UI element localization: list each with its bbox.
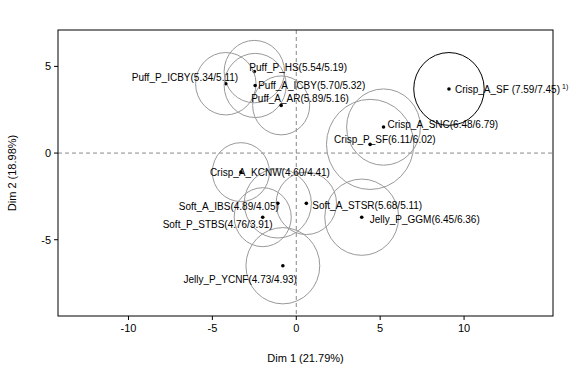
footnote-mark: 1) [562, 83, 568, 91]
x-axis-label: Dim 1 (21.79%) [267, 352, 343, 364]
point-label: Crisp_A_SNC(6.48/6.79) [388, 119, 499, 130]
x-tick-label: 5 [377, 322, 383, 334]
plot-frame [58, 30, 553, 316]
point-label: Jelly_P_GGM(6.45/6.36) [370, 214, 480, 225]
y-tick [54, 66, 58, 67]
chart: -10 -5 0 5 10 -5 0 5 Dim 1 (21.79%) Dim 2 (18.98%… [0, 0, 584, 372]
reference-lines [58, 30, 553, 316]
y-tick [54, 239, 58, 240]
point [360, 215, 364, 219]
point-label: Crisp_A_KCNW(4.60/4.41) [210, 167, 330, 178]
x-tick-label: -5 [207, 322, 217, 334]
y-tick-label: 5 [45, 60, 51, 72]
x-tick-label: 0 [293, 322, 299, 334]
x-tick [380, 316, 381, 320]
confidence-circle [196, 53, 256, 115]
point-label: Crisp_P_SF(6.11/6.02) [334, 134, 436, 145]
x-tick [464, 316, 465, 320]
point [281, 264, 285, 268]
x-tick [212, 316, 213, 320]
point-label: Jelly_P_YCNF(4.73/4.93) [183, 274, 296, 285]
zero-line-y [58, 153, 553, 154]
y-tick [54, 153, 58, 154]
x-tick-label: -10 [121, 322, 137, 334]
x-tick [128, 316, 129, 320]
point-label: Soft_A_IBS(4.89/4.05) [179, 201, 279, 212]
point-label: Puff_A_ICBY(5.70/5.32) [258, 80, 365, 91]
point-label: Puff_P_HS(5.54/5.19) [249, 62, 347, 73]
point-label: Puff_P_ICBY(5.34/5.11) [132, 72, 238, 83]
x-tick-label: 10 [458, 322, 470, 334]
point-label: Puff_A_AR(5.89/5.16) [251, 93, 349, 104]
y-axis-label: Dim 2 (18.98%) [6, 135, 18, 211]
confidence-circle [234, 188, 291, 247]
point-labels: Crisp_A_SF (7.59/7.45)1) Crisp_A_SNC(6.48… [132, 62, 568, 285]
marks [196, 40, 485, 303]
point [253, 84, 257, 88]
point-label: Crisp_A_SF (7.59/7.45) [455, 84, 560, 95]
point [382, 125, 386, 129]
point [305, 202, 309, 206]
point [447, 87, 451, 91]
y-tick-label: 0 [45, 147, 51, 159]
point-label: Soft_A_STSR(5.68/5.11) [312, 200, 422, 211]
point-label: Soft_P_STBS(4.76/3.91) [163, 219, 273, 230]
x-tick [296, 316, 297, 320]
y-tick-label: -5 [41, 234, 51, 246]
confidence-circle [246, 228, 320, 304]
